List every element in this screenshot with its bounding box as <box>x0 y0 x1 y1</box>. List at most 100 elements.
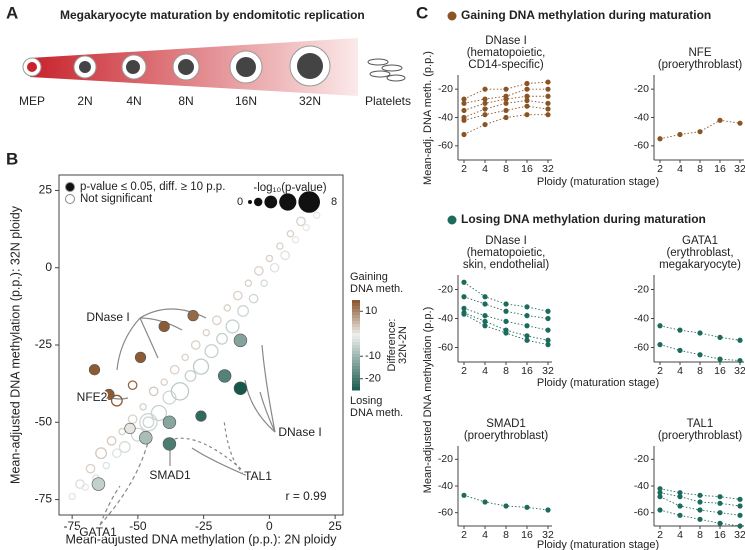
x-axis-label: Ploidy (maturation stage) <box>537 539 659 550</box>
x-tick-label: 16 <box>521 365 533 377</box>
stage-label: 8N <box>178 94 193 108</box>
colorbar-step <box>352 363 360 367</box>
x-tick-label: 25 <box>328 519 342 533</box>
point <box>160 378 168 386</box>
x-axis-label: Mean-adjusted DNA methylation (p.p.): 2N… <box>66 532 338 546</box>
x-tick-label: 4 <box>482 163 488 175</box>
point <box>248 293 259 304</box>
point <box>225 319 240 334</box>
point <box>717 494 723 500</box>
point <box>217 369 232 383</box>
point <box>139 431 153 445</box>
colorbar-step <box>352 360 360 364</box>
point <box>524 80 530 87</box>
point <box>503 114 509 121</box>
point <box>657 494 663 500</box>
x-tick-label: -25 <box>195 519 213 533</box>
chart-title: GATA1 <box>682 235 718 247</box>
point <box>461 131 467 138</box>
point <box>545 93 551 99</box>
point <box>482 294 488 300</box>
point <box>237 305 250 317</box>
x-axis-label: Ploidy (maturation stage) <box>537 377 659 389</box>
colorbar-step <box>352 336 360 340</box>
colorbar-top-label: DNA meth. <box>350 283 403 295</box>
colorbar-step <box>352 345 360 349</box>
heading-dot <box>447 215 457 225</box>
y-tick-label: -40 <box>634 480 649 492</box>
point <box>697 516 703 522</box>
chart-title: skin, endothelial) <box>463 259 549 271</box>
point <box>697 499 703 505</box>
colorbar-bottom-label: DNA meth. <box>350 407 403 419</box>
y-tick-label: -20 <box>438 283 453 295</box>
size-legend-symbol <box>254 197 263 207</box>
x-tick-label: 4 <box>677 365 683 377</box>
point <box>461 305 467 311</box>
panel-label: A <box>6 3 18 22</box>
point <box>204 344 219 359</box>
point <box>134 351 147 363</box>
x-tick-label: 0 <box>266 519 273 533</box>
colorbar-step <box>352 381 360 385</box>
series-line <box>659 488 741 500</box>
x-tick-label: 4 <box>677 529 683 541</box>
point <box>737 503 743 509</box>
colorbar-top-label: Gaining <box>350 271 388 283</box>
series-line <box>463 95 548 111</box>
stage-label: 4N <box>126 94 141 108</box>
y-axis-label: Mean-adjusted DNA methylation (p.p.) <box>422 307 434 493</box>
point <box>545 100 551 106</box>
chart-title: SMAD1 <box>486 418 526 430</box>
chart-title: DNase I <box>485 35 527 47</box>
x-tick-label: 8 <box>503 163 509 175</box>
point <box>461 311 467 317</box>
point <box>503 308 509 314</box>
point <box>68 492 76 501</box>
point <box>254 265 264 276</box>
point <box>162 437 177 451</box>
x-tick-label: 32 <box>734 365 745 377</box>
stage-label: 2N <box>77 94 92 108</box>
point <box>85 463 96 474</box>
point <box>524 313 530 319</box>
point <box>482 106 488 112</box>
series-line <box>463 81 549 100</box>
annotation: r = 0.99 <box>285 489 326 503</box>
point <box>717 117 723 123</box>
point <box>657 490 663 496</box>
point <box>737 120 743 126</box>
colorbar-tick-label: -20 <box>365 373 381 385</box>
point <box>118 427 126 436</box>
point <box>657 136 663 142</box>
series-line <box>659 119 741 140</box>
point <box>677 327 683 333</box>
point <box>211 315 222 326</box>
point <box>296 216 306 227</box>
point <box>95 447 108 460</box>
point <box>717 500 723 506</box>
x-tick-label: 2 <box>461 163 467 175</box>
point <box>482 112 488 118</box>
chart-title: CD14-specific) <box>468 59 544 71</box>
point <box>102 461 111 470</box>
point <box>127 380 138 391</box>
series-line <box>463 307 549 331</box>
stage-label: 32N <box>299 94 321 108</box>
point <box>233 333 248 348</box>
stage-label: 16N <box>235 94 257 108</box>
colorbar-step <box>352 357 360 361</box>
point <box>187 310 199 322</box>
colorbar-step <box>352 348 360 352</box>
point <box>737 337 743 343</box>
point <box>265 254 274 263</box>
x-tick-label: 2 <box>657 529 663 541</box>
colorbar-step <box>352 351 360 355</box>
point <box>81 483 90 491</box>
point <box>545 112 551 118</box>
point <box>162 390 177 405</box>
heading-dot <box>447 11 457 21</box>
point <box>677 503 683 509</box>
point <box>192 358 210 375</box>
x-tick-label: 2 <box>657 365 663 377</box>
